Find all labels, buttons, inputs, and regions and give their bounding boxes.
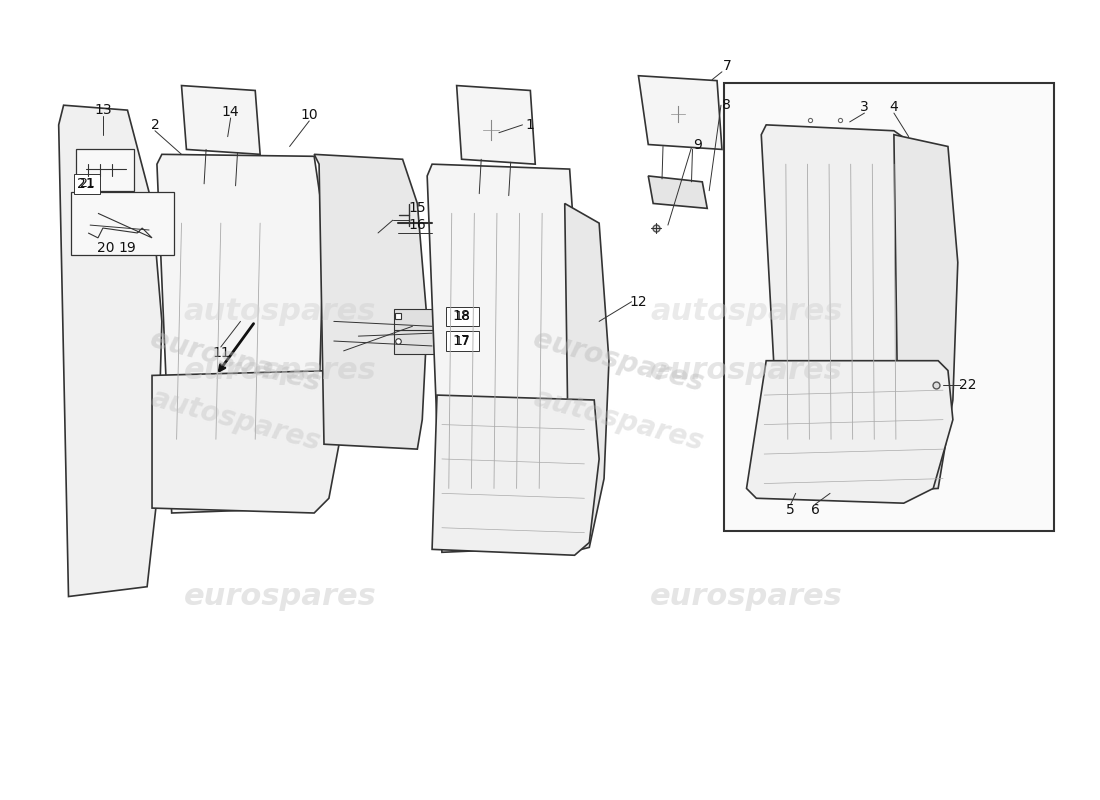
Text: 19: 19 xyxy=(119,241,136,254)
Text: 4: 4 xyxy=(890,100,899,114)
Text: 18: 18 xyxy=(454,310,471,323)
Text: eurospares: eurospares xyxy=(184,582,376,611)
Text: autospares: autospares xyxy=(530,383,707,456)
Text: 14: 14 xyxy=(222,105,240,119)
Text: 22: 22 xyxy=(959,378,977,392)
FancyBboxPatch shape xyxy=(75,174,100,194)
Text: 21: 21 xyxy=(79,178,95,190)
Polygon shape xyxy=(564,203,609,552)
Text: eurospares: eurospares xyxy=(184,356,376,385)
Text: autospares: autospares xyxy=(650,297,843,326)
Text: eurospares: eurospares xyxy=(530,325,707,397)
Text: 18: 18 xyxy=(453,310,471,323)
Polygon shape xyxy=(432,395,600,555)
Polygon shape xyxy=(58,106,162,597)
FancyBboxPatch shape xyxy=(446,331,480,351)
Polygon shape xyxy=(157,154,324,513)
Text: 9: 9 xyxy=(693,138,702,151)
Text: 5: 5 xyxy=(786,503,795,517)
Text: autospares: autospares xyxy=(184,297,376,326)
Polygon shape xyxy=(638,76,722,150)
Text: 2: 2 xyxy=(151,118,160,132)
Polygon shape xyxy=(182,86,260,154)
Text: 12: 12 xyxy=(629,294,647,309)
Text: autospares: autospares xyxy=(147,383,323,456)
Text: eurospares: eurospares xyxy=(650,356,843,385)
Polygon shape xyxy=(648,176,707,208)
Polygon shape xyxy=(456,86,536,164)
Text: 8: 8 xyxy=(723,98,732,112)
Text: 6: 6 xyxy=(811,503,819,517)
Text: 20: 20 xyxy=(97,241,114,254)
Text: 16: 16 xyxy=(408,218,426,232)
Text: 10: 10 xyxy=(300,108,318,122)
Text: 1: 1 xyxy=(526,118,535,132)
Polygon shape xyxy=(894,134,958,490)
Text: 17: 17 xyxy=(454,334,471,347)
Polygon shape xyxy=(747,361,953,503)
Text: 13: 13 xyxy=(95,103,112,117)
Text: eurospares: eurospares xyxy=(650,582,843,611)
FancyBboxPatch shape xyxy=(724,82,1054,530)
FancyBboxPatch shape xyxy=(394,330,435,354)
Text: 7: 7 xyxy=(723,59,732,73)
FancyBboxPatch shape xyxy=(394,309,435,330)
Polygon shape xyxy=(152,370,343,513)
FancyBboxPatch shape xyxy=(72,192,174,254)
Text: eurospares: eurospares xyxy=(147,325,323,397)
Polygon shape xyxy=(427,164,574,552)
FancyBboxPatch shape xyxy=(76,150,134,190)
Text: 17: 17 xyxy=(453,334,471,348)
Text: 15: 15 xyxy=(408,202,426,215)
Text: 3: 3 xyxy=(860,100,869,114)
Polygon shape xyxy=(315,154,427,449)
FancyBboxPatch shape xyxy=(446,306,480,326)
Text: 11: 11 xyxy=(212,346,230,360)
Text: 21: 21 xyxy=(77,177,95,191)
Polygon shape xyxy=(761,125,933,494)
